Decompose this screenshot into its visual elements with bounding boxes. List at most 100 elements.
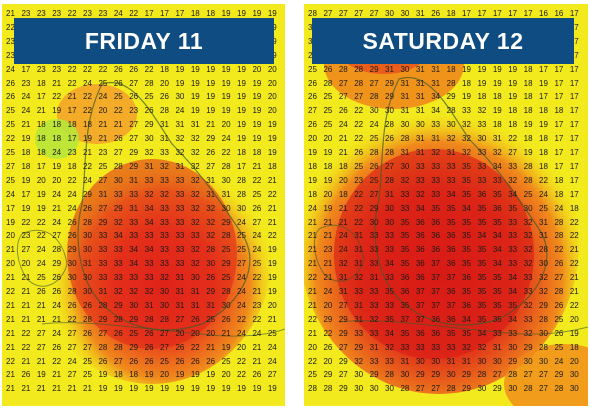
temperature-value: 27 [354, 9, 364, 18]
temperature-value: 21 [83, 384, 92, 394]
temperature-value: 31 [354, 259, 364, 269]
temperature-value: 17 [160, 9, 169, 18]
temperature-value: 28 [523, 175, 533, 185]
temperature-value: 22 [6, 134, 15, 144]
temperature-value: 19 [462, 92, 471, 102]
temperature-value: 30 [354, 384, 364, 394]
temperature-value: 32 [144, 287, 154, 296]
temperature-value: 20 [237, 342, 246, 352]
temperature-value: 33 [160, 203, 169, 213]
temperature-value: 22 [221, 148, 231, 157]
temperature-value: 33 [98, 245, 108, 255]
temperature-value: 34 [477, 328, 487, 338]
temperature-value: 35 [400, 328, 410, 338]
temperature-value: 22 [237, 356, 246, 366]
temperature-value: 22 [354, 134, 364, 144]
temperature-value: 24 [308, 203, 317, 213]
temperature-value: 27 [539, 370, 548, 380]
temperature-value: 32 [160, 189, 169, 199]
temperature-value: 36 [415, 217, 425, 227]
temperature-value: 31 [129, 203, 139, 213]
temperature-value: 34 [144, 245, 154, 255]
temperature-value: 25 [206, 314, 216, 324]
temperature-value: 18 [190, 9, 200, 18]
temperature-value: 25 [83, 370, 92, 380]
temperature-value: 24 [21, 106, 31, 116]
temperature-value: 18 [21, 161, 31, 171]
temperature-value: 21 [67, 92, 77, 102]
temperature-value: 37 [431, 273, 441, 283]
temperature-value: 28 [98, 342, 108, 352]
temperature-value: 17 [144, 9, 154, 18]
temperature-value: 30 [477, 134, 487, 144]
temperature-value: 19 [221, 64, 231, 74]
temperature-value: 29 [206, 287, 216, 296]
temperature-value: 20 [36, 175, 46, 185]
temperature-value: 33 [477, 148, 487, 157]
temperature-value: 17 [175, 9, 185, 18]
temperature-value: 33 [98, 259, 108, 269]
temperature-value: 35 [492, 189, 502, 199]
temperature-value: 27 [83, 342, 92, 352]
temperature-value: 27 [52, 231, 62, 241]
temperature-value: 35 [462, 175, 471, 185]
temperature-value: 22 [569, 300, 579, 310]
temperature-value: 18 [36, 134, 46, 144]
temperature-value: 17 [569, 92, 579, 102]
temperature-value: 24 [323, 287, 333, 296]
temperature-value: 18 [323, 161, 333, 171]
temperature-value: 33 [113, 245, 123, 255]
temperature-value: 24 [539, 189, 548, 199]
temperature-value: 19 [267, 287, 277, 296]
temperature-value: 35 [477, 259, 487, 269]
temperature-value: 26 [190, 356, 200, 366]
temperature-value: 31 [160, 134, 169, 144]
temperature-value: 25 [323, 106, 333, 116]
temperature-value: 31 [144, 300, 154, 310]
temperature-value: 32 [492, 148, 502, 157]
temperature-value: 21 [6, 245, 15, 255]
temperature-value: 22 [354, 203, 364, 213]
temperature-value: 22 [308, 356, 317, 366]
temperature-value: 21 [338, 203, 348, 213]
temperature-value: 35 [462, 287, 471, 296]
temperature-value: 21 [308, 259, 317, 269]
temperature-value: 28 [113, 314, 123, 324]
temperature-value: 24 [237, 287, 246, 296]
temperature-value: 24 [369, 120, 379, 130]
temperature-value: 28 [323, 78, 333, 88]
temperature-value: 17 [569, 134, 579, 144]
temperature-value: 16 [554, 9, 564, 18]
temperature-value: 17 [21, 64, 31, 74]
temperature-value: 29 [369, 64, 379, 74]
temperature-value: 32 [523, 231, 533, 241]
temperature-value: 29 [144, 120, 154, 130]
temperature-value: 21 [323, 231, 333, 241]
temperature-value: 21 [6, 300, 15, 310]
temperature-value: 30 [67, 259, 77, 269]
temperature-value: 26 [6, 92, 15, 102]
temperature-value: 33 [431, 175, 441, 185]
temperature-value: 21 [21, 120, 31, 130]
temperature-value: 33 [113, 259, 123, 269]
temperature-value: 27 [21, 245, 31, 255]
temperature-value: 31 [190, 120, 200, 130]
temperature-value: 30 [385, 106, 394, 116]
temperature-value: 17 [569, 64, 579, 74]
temperature-value: 30 [83, 273, 92, 283]
temperature-value: 19 [237, 78, 246, 88]
temperature-value: 18 [129, 370, 139, 380]
temperature-value: 20 [338, 175, 348, 185]
temperature-value: 22 [252, 314, 262, 324]
temperature-value: 31 [415, 78, 425, 88]
temperature-value: 31 [385, 189, 394, 199]
temperature-value: 34 [508, 314, 518, 324]
temperature-value: 32 [508, 175, 518, 185]
temperature-value: 22 [67, 64, 77, 74]
temperature-value: 18 [36, 78, 46, 88]
temperature-value: 19 [539, 120, 548, 130]
temperature-value: 21 [267, 203, 277, 213]
temperature-value: 31 [98, 189, 108, 199]
temperature-value: 32 [129, 287, 139, 296]
temperature-value: 26 [221, 314, 231, 324]
